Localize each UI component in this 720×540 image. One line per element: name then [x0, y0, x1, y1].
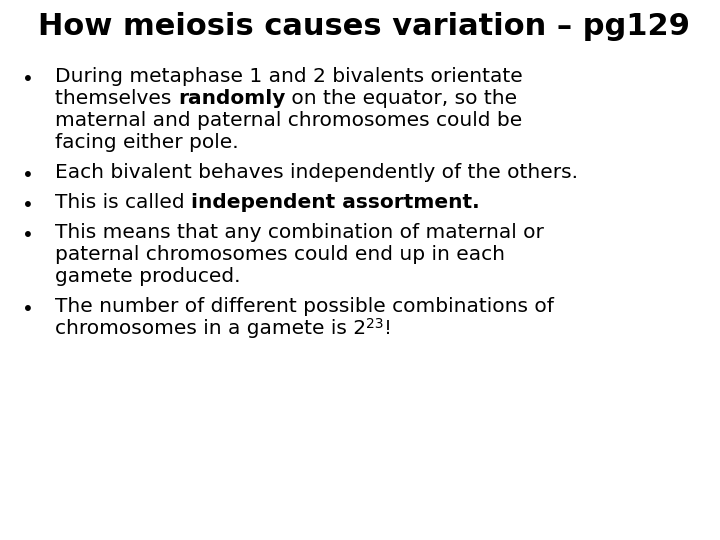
Text: •: • — [22, 196, 34, 215]
Text: •: • — [22, 166, 34, 185]
Text: During metaphase 1 and 2 bivalents orientate: During metaphase 1 and 2 bivalents orien… — [55, 68, 523, 86]
Text: themselves: themselves — [55, 89, 178, 109]
Text: independent assortment.: independent assortment. — [191, 193, 480, 212]
Text: How meiosis causes variation – pg129: How meiosis causes variation – pg129 — [38, 12, 690, 41]
Text: 23: 23 — [366, 317, 384, 331]
Text: chromosomes in a gamete is 2: chromosomes in a gamete is 2 — [55, 319, 366, 339]
Text: maternal and paternal chromosomes could be: maternal and paternal chromosomes could … — [55, 111, 522, 130]
Text: •: • — [22, 70, 34, 89]
Text: •: • — [22, 300, 34, 319]
Text: on the equator, so the: on the equator, so the — [285, 89, 517, 109]
Text: paternal chromosomes could end up in each: paternal chromosomes could end up in eac… — [55, 245, 505, 264]
Text: This means that any combination of maternal or: This means that any combination of mater… — [55, 224, 544, 242]
Text: facing either pole.: facing either pole. — [55, 133, 238, 152]
Text: The number of different possible combinations of: The number of different possible combina… — [55, 298, 554, 316]
Text: Each bivalent behaves independently of the others.: Each bivalent behaves independently of t… — [55, 163, 578, 183]
Text: This is called: This is called — [55, 193, 191, 212]
Text: randomly: randomly — [178, 89, 285, 109]
Text: •: • — [22, 226, 34, 245]
Text: gamete produced.: gamete produced. — [55, 267, 240, 286]
Text: !: ! — [384, 319, 392, 339]
